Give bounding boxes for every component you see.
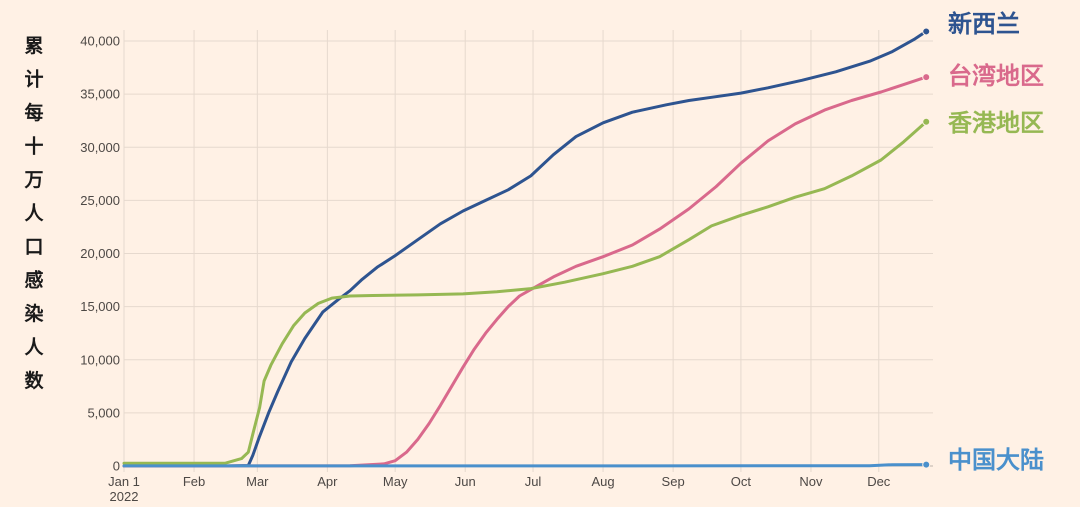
y-tick-label: 10,000: [80, 352, 120, 367]
y-axis-label-char: 感: [24, 269, 43, 292]
x-tick-label: Feb: [183, 474, 205, 489]
y-tick-label: 30,000: [80, 140, 120, 155]
x-tick-label: May: [383, 474, 408, 489]
y-axis-label-char: 累: [24, 35, 43, 57]
y-tick-label: 15,000: [80, 299, 120, 314]
y-tick-label: 20,000: [80, 246, 120, 261]
series-end-point: [922, 27, 931, 36]
series-label: 新西兰: [948, 10, 1020, 38]
y-tick-label: 5,000: [87, 405, 120, 420]
series-line: [122, 463, 928, 468]
y-axis-label-char: 口: [24, 236, 43, 258]
series-label: 香港地区: [948, 109, 1044, 137]
y-axis-label-char: 染: [24, 302, 43, 325]
series-end-point: [922, 460, 931, 469]
y-axis-label-char: 人: [24, 337, 44, 359]
series-end-point: [922, 117, 931, 126]
y-axis-label-char: 计: [24, 69, 43, 91]
series-line: [122, 120, 928, 465]
x-tick-label: Dec: [867, 474, 891, 489]
series-line: [122, 75, 928, 468]
x-tick-label: Apr: [317, 474, 338, 489]
y-axis: 0 5,000 10,000 15,000 20,000 25,000 30,000 35,0…: [80, 34, 120, 474]
x-tick-label: Aug: [592, 474, 615, 489]
y-axis-label-char: 万: [23, 169, 43, 191]
series-label: 中国大陆: [948, 446, 1044, 474]
x-tick-label: Nov: [799, 474, 823, 489]
x-tick-label: Oct: [731, 474, 752, 489]
x-tick-label: Jul: [525, 474, 542, 489]
y-axis-label-char: 人: [24, 203, 44, 225]
y-axis-label-char: 十: [24, 135, 43, 158]
series-lines: [122, 27, 931, 469]
x-tick-sublabel: 2022: [110, 489, 139, 504]
x-tick-label: Mar: [246, 474, 269, 489]
y-tick-label: 40,000: [80, 34, 120, 49]
grid: [123, 30, 933, 472]
y-tick-label: 0: [113, 459, 120, 474]
series-line: [122, 29, 928, 468]
x-tick-label: Jan 1: [108, 474, 140, 489]
series-end-point: [922, 73, 931, 82]
x-tick-label: Sep: [662, 474, 685, 489]
y-tick-label: 25,000: [80, 193, 120, 208]
series-label: 台湾地区: [948, 62, 1044, 90]
y-axis-label-char: 每: [24, 101, 43, 124]
y-axis-label-char: 数: [24, 369, 44, 392]
y-tick-label: 35,000: [80, 87, 120, 102]
x-tick-label: Jun: [455, 474, 476, 489]
